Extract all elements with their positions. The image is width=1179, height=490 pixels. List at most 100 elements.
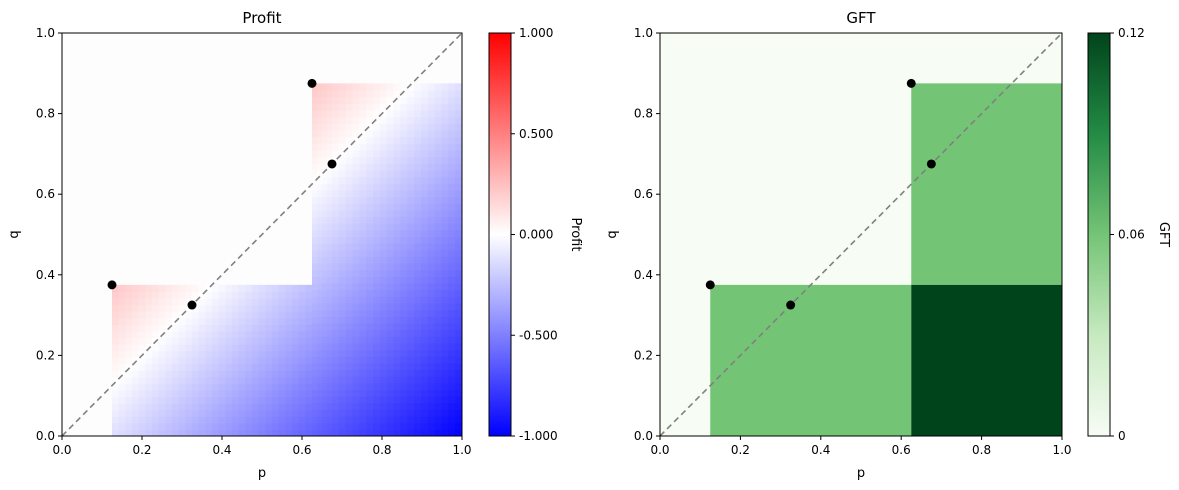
- heatmap-cell: [455, 156, 462, 164]
- heatmap-cell: [138, 390, 146, 398]
- heatmap-cell: [125, 350, 133, 358]
- heatmap-cell: [138, 376, 146, 385]
- heatmap-cell: [232, 396, 240, 404]
- heatmap-cell: [400, 322, 408, 331]
- heatmap-cell: [338, 143, 347, 151]
- heatmap-cell: [434, 136, 443, 144]
- heatmap-cell: [327, 302, 333, 311]
- heatmap-cell: [434, 169, 443, 178]
- heatmap-cell: [305, 344, 313, 352]
- heatmap-cell: [172, 311, 180, 319]
- heatmap-cell: [292, 396, 300, 404]
- heatmap-cell: [327, 203, 333, 211]
- heatmap-cell: [441, 83, 449, 91]
- heatmap-cell: [138, 284, 146, 293]
- heatmap-cell: [427, 276, 436, 284]
- heatmap-cell: [366, 203, 374, 211]
- heatmap-cell: [359, 116, 367, 124]
- heatmap-cell: [285, 311, 293, 319]
- heatmap-cell: [441, 356, 449, 364]
- heatmap-cell: [455, 96, 462, 104]
- heatmap-cell: [322, 109, 328, 118]
- heatmap-cell: [332, 309, 340, 317]
- heatmap-cell: [407, 389, 415, 397]
- heatmap-cell: [158, 376, 166, 385]
- heatmap-cell: [292, 376, 300, 385]
- heatmap-cell: [225, 403, 233, 411]
- heatmap-cell: [441, 322, 449, 331]
- heatmap-cell: [278, 422, 286, 431]
- heatmap-cell: [258, 324, 266, 332]
- heatmap-cell: [338, 349, 347, 357]
- heatmap-cell: [448, 289, 456, 297]
- heatmap-cell: [125, 396, 133, 404]
- heatmap-cell: [158, 396, 166, 404]
- heatmap-cell: [379, 223, 388, 231]
- heatmap-cell: [434, 103, 443, 111]
- heatmap-cell: [312, 289, 318, 297]
- heatmap-cell: [312, 176, 318, 184]
- heatmap-cell: [118, 383, 126, 391]
- heatmap-cell: [265, 324, 273, 332]
- heatmap-cell: [212, 344, 220, 352]
- heatmap-cell: [407, 296, 415, 304]
- heatmap-cell: [317, 349, 323, 357]
- heatmap-cell: [911, 83, 1062, 285]
- heatmap-cell: [366, 336, 374, 344]
- heatmap-cell: [285, 284, 293, 293]
- heatmap-cell: [292, 304, 300, 312]
- heatmap-cell: [178, 422, 186, 431]
- heatmap-cell: [327, 416, 333, 424]
- heatmap-cell: [158, 370, 166, 378]
- heatmap-cell: [322, 309, 328, 317]
- heatmap-cell: [393, 223, 402, 231]
- heatmap-cell: [434, 143, 443, 151]
- heatmap-cell: [414, 189, 422, 198]
- heatmap-cell: [400, 236, 408, 244]
- heatmap-cell: [393, 396, 402, 404]
- heatmap-cell: [312, 382, 318, 391]
- heatmap-cell: [125, 304, 133, 312]
- heatmap-cell: [327, 336, 333, 344]
- heatmap-cell: [317, 183, 323, 191]
- heatmap-cell: [420, 416, 429, 424]
- heatmap-cell: [327, 169, 333, 178]
- heatmap-cell: [352, 203, 360, 211]
- heatmap-cell: [272, 370, 280, 378]
- heatmap-cell: [272, 337, 280, 345]
- heatmap-cell: [427, 282, 436, 291]
- heatmap-cell: [252, 350, 260, 358]
- heatmap-cell: [252, 324, 260, 332]
- heatmap-cell: [192, 376, 200, 385]
- heatmap-cell: [420, 176, 429, 184]
- heatmap-cell: [258, 422, 266, 431]
- heatmap-cell: [192, 337, 200, 345]
- heatmap-cell: [158, 291, 166, 299]
- heatmap-cell: [379, 276, 388, 284]
- heatmap-cell: [112, 344, 120, 352]
- heatmap-cell: [373, 422, 381, 430]
- heatmap-cell: [265, 409, 273, 417]
- heatmap-cell: [312, 203, 318, 211]
- heatmap-cell: [118, 298, 126, 306]
- heatmap-cell: [317, 429, 323, 436]
- heatmap-cell: [165, 363, 173, 371]
- heatmap-cell: [327, 329, 333, 337]
- heatmap-cell: [338, 149, 347, 158]
- heatmap-cell: [112, 403, 120, 411]
- heatmap-cell: [345, 129, 354, 138]
- heatmap-cell: [272, 291, 280, 299]
- heatmap-cell: [312, 316, 318, 324]
- heatmap-cell: [258, 370, 266, 378]
- y-tick-label: 0.6: [36, 187, 55, 201]
- heatmap-cell: [420, 189, 429, 198]
- heatmap-cell: [434, 362, 443, 371]
- heatmap-cell: [185, 317, 193, 325]
- heatmap-cell: [386, 396, 395, 404]
- heatmap-cell: [386, 329, 395, 337]
- heatmap-cell: [152, 304, 160, 312]
- heatmap-cell: [258, 409, 266, 417]
- heatmap-cell: [225, 409, 233, 417]
- heatmap-cell: [327, 209, 333, 218]
- heatmap-cell: [338, 402, 347, 410]
